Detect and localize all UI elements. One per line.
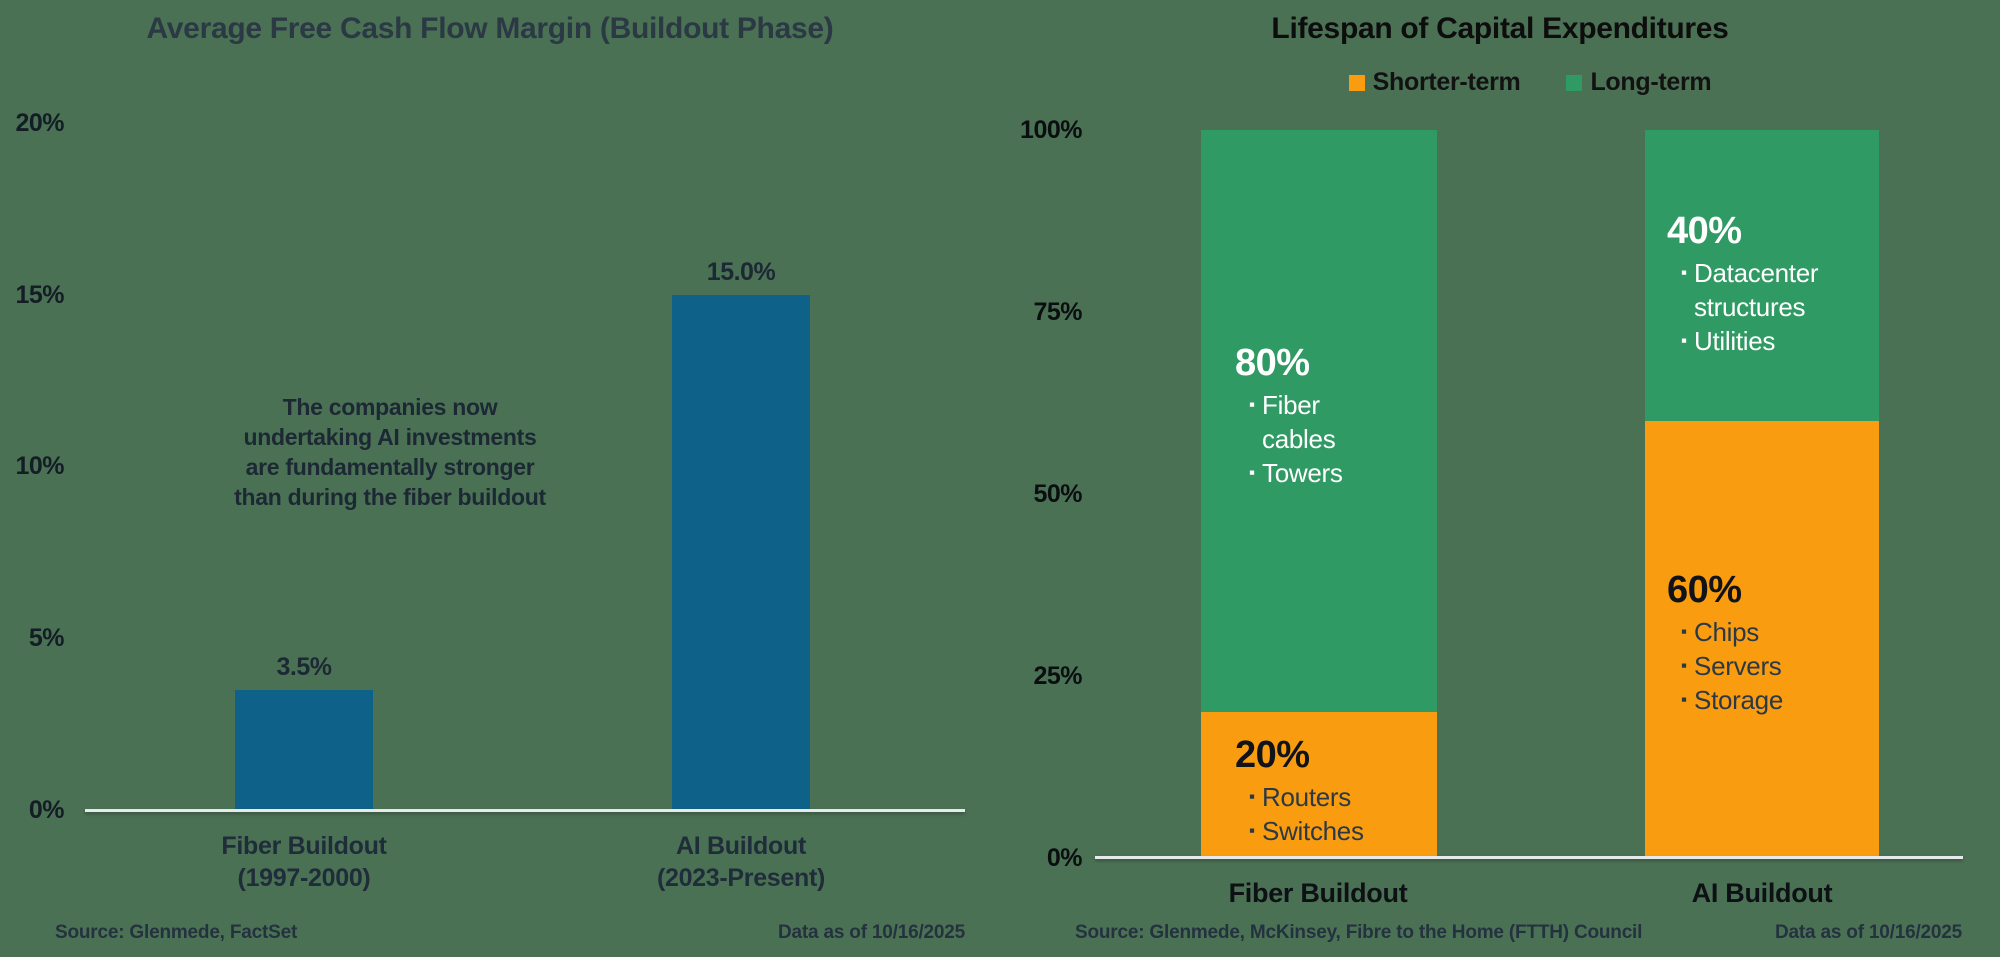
capex-item-label: Utilities bbox=[1694, 326, 1776, 356]
xlabel-line: AI Buildout bbox=[675, 832, 806, 860]
capex-item: ▪ Fiber cables bbox=[1249, 388, 1437, 456]
bar-fiber-buildout bbox=[235, 690, 373, 810]
left-source-text: Source: Glenmede, FactSet bbox=[55, 922, 298, 943]
segment-label-block: 40% ▪ Datacenter structures ▪ Utilities bbox=[1645, 130, 1879, 358]
bullet-icon: ▪ bbox=[1249, 463, 1256, 482]
legend: Shorter-term Long-term bbox=[1095, 68, 1965, 97]
legend-label: Long-term bbox=[1590, 68, 1712, 96]
segment-ai-long-term: 40% ▪ Datacenter structures ▪ Utilities bbox=[1645, 130, 1879, 421]
capex-item: ▪ Utilities bbox=[1681, 324, 1879, 358]
capex-item-label: Datacenter structures bbox=[1694, 258, 1819, 322]
segment-label-block: 80% ▪ Fiber cables ▪ Towers bbox=[1201, 130, 1437, 490]
capex-item: ▪ Routers bbox=[1249, 780, 1437, 814]
segment-pct-label: 20% bbox=[1235, 734, 1310, 776]
bar-ai-buildout bbox=[672, 295, 810, 810]
right-ytick-100: 100% bbox=[1020, 116, 1082, 144]
long-term-swatch-icon bbox=[1566, 74, 1583, 91]
capex-item: ▪ Switches bbox=[1249, 814, 1437, 848]
left-ytick-15: 15% bbox=[15, 281, 64, 309]
right-xlabel-fiber: Fiber Buildout bbox=[1228, 878, 1408, 908]
capex-item: ▪ Towers bbox=[1249, 456, 1437, 490]
xlabel-line: (2023-Present) bbox=[656, 864, 826, 892]
left-ytick-20: 20% bbox=[15, 109, 64, 137]
right-xlabel-ai: AI Buildout bbox=[1691, 878, 1833, 908]
left-data-as-of: Data as of 10/16/2025 bbox=[778, 922, 965, 943]
capex-item-label: Routers bbox=[1262, 782, 1351, 812]
bar-value-label: 15.0% bbox=[706, 258, 776, 286]
right-source-text: Source: Glenmede, McKinsey, Fibre to the… bbox=[1075, 922, 1643, 943]
left-ytick-5: 5% bbox=[28, 624, 65, 652]
segment-pct-label: 80% bbox=[1235, 342, 1310, 384]
segment-fiber-shorter-term: 20% ▪ Routers ▪ Switches bbox=[1201, 712, 1437, 857]
left-xlabel-ai: AI Buildout (2023-Present) bbox=[591, 830, 891, 894]
capex-item-label: Servers bbox=[1694, 651, 1782, 681]
right-x-axis-line bbox=[1095, 856, 1963, 859]
capex-item-label: Switches bbox=[1262, 816, 1364, 846]
capex-item: ▪ Servers bbox=[1681, 649, 1879, 683]
segment-pct-label: 60% bbox=[1667, 569, 1742, 611]
right-chart-title: Lifespan of Capital Expenditures bbox=[1271, 12, 1729, 45]
capex-item: ▪ Storage bbox=[1681, 683, 1879, 717]
legend-item-long-term: Long-term bbox=[1566, 68, 1712, 97]
capex-item-label: Towers bbox=[1262, 458, 1343, 488]
right-ytick-0: 0% bbox=[1046, 844, 1083, 872]
bullet-icon: ▪ bbox=[1249, 821, 1256, 840]
left-xlabel-fiber: Fiber Buildout (1997-2000) bbox=[154, 830, 454, 894]
left-ytick-0: 0% bbox=[28, 796, 65, 824]
right-ytick-50: 50% bbox=[1033, 480, 1082, 508]
annotation-text: The companies now undertaking AI investm… bbox=[190, 392, 590, 512]
bullet-icon: ▪ bbox=[1249, 395, 1256, 414]
bullet-icon: ▪ bbox=[1681, 331, 1688, 350]
shorter-term-swatch-icon bbox=[1348, 74, 1365, 91]
bullet-icon: ▪ bbox=[1681, 622, 1688, 641]
right-data-as-of: Data as of 10/16/2025 bbox=[1775, 922, 1962, 943]
stacked-bar-fiber-buildout: 80% ▪ Fiber cables ▪ Towers 20% ▪ Routers ▪… bbox=[1201, 130, 1437, 857]
legend-label: Shorter-term bbox=[1372, 68, 1521, 96]
bar-group-fiber-buildout: 3.5% bbox=[235, 653, 373, 810]
legend-item-shorter-term: Shorter-term bbox=[1348, 68, 1521, 97]
capex-item-label: Storage bbox=[1694, 685, 1783, 715]
bar-group-ai-buildout: 15.0% bbox=[672, 258, 810, 810]
bullet-icon: ▪ bbox=[1249, 787, 1256, 806]
segment-pct-label: 40% bbox=[1667, 210, 1742, 252]
segment-ai-shorter-term: 60% ▪ Chips ▪ Servers ▪ Storage bbox=[1645, 421, 1879, 857]
capex-item: ▪ Chips bbox=[1681, 615, 1879, 649]
xlabel-line: Fiber Buildout bbox=[221, 832, 387, 860]
annotation-line: are fundamentally stronger bbox=[245, 454, 535, 480]
bullet-icon: ▪ bbox=[1681, 656, 1688, 675]
capex-item: ▪ Datacenter structures bbox=[1681, 256, 1879, 324]
xlabel-line: (1997-2000) bbox=[237, 864, 371, 892]
left-chart-title: Average Free Cash Flow Margin (Buildout … bbox=[146, 12, 834, 45]
segment-label-block: 20% ▪ Routers ▪ Switches bbox=[1201, 712, 1437, 848]
right-ytick-75: 75% bbox=[1033, 298, 1082, 326]
bullet-icon: ▪ bbox=[1681, 690, 1688, 709]
annotation-line: than during the fiber buildout bbox=[234, 484, 546, 510]
annotation-line: The companies now bbox=[282, 394, 498, 420]
bar-value-label: 3.5% bbox=[276, 653, 332, 681]
left-x-axis-line bbox=[85, 809, 965, 812]
right-ytick-25: 25% bbox=[1033, 662, 1082, 690]
annotation-line: undertaking AI investments bbox=[243, 424, 537, 450]
stacked-bar-ai-buildout: 40% ▪ Datacenter structures ▪ Utilities 60… bbox=[1645, 130, 1879, 857]
bullet-icon: ▪ bbox=[1681, 263, 1688, 282]
segment-fiber-long-term: 80% ▪ Fiber cables ▪ Towers bbox=[1201, 130, 1437, 712]
capex-item-label: Fiber cables bbox=[1262, 390, 1336, 454]
segment-label-block: 60% ▪ Chips ▪ Servers ▪ Storage bbox=[1645, 421, 1879, 717]
left-ytick-10: 10% bbox=[15, 452, 64, 480]
capex-item-label: Chips bbox=[1694, 617, 1760, 647]
